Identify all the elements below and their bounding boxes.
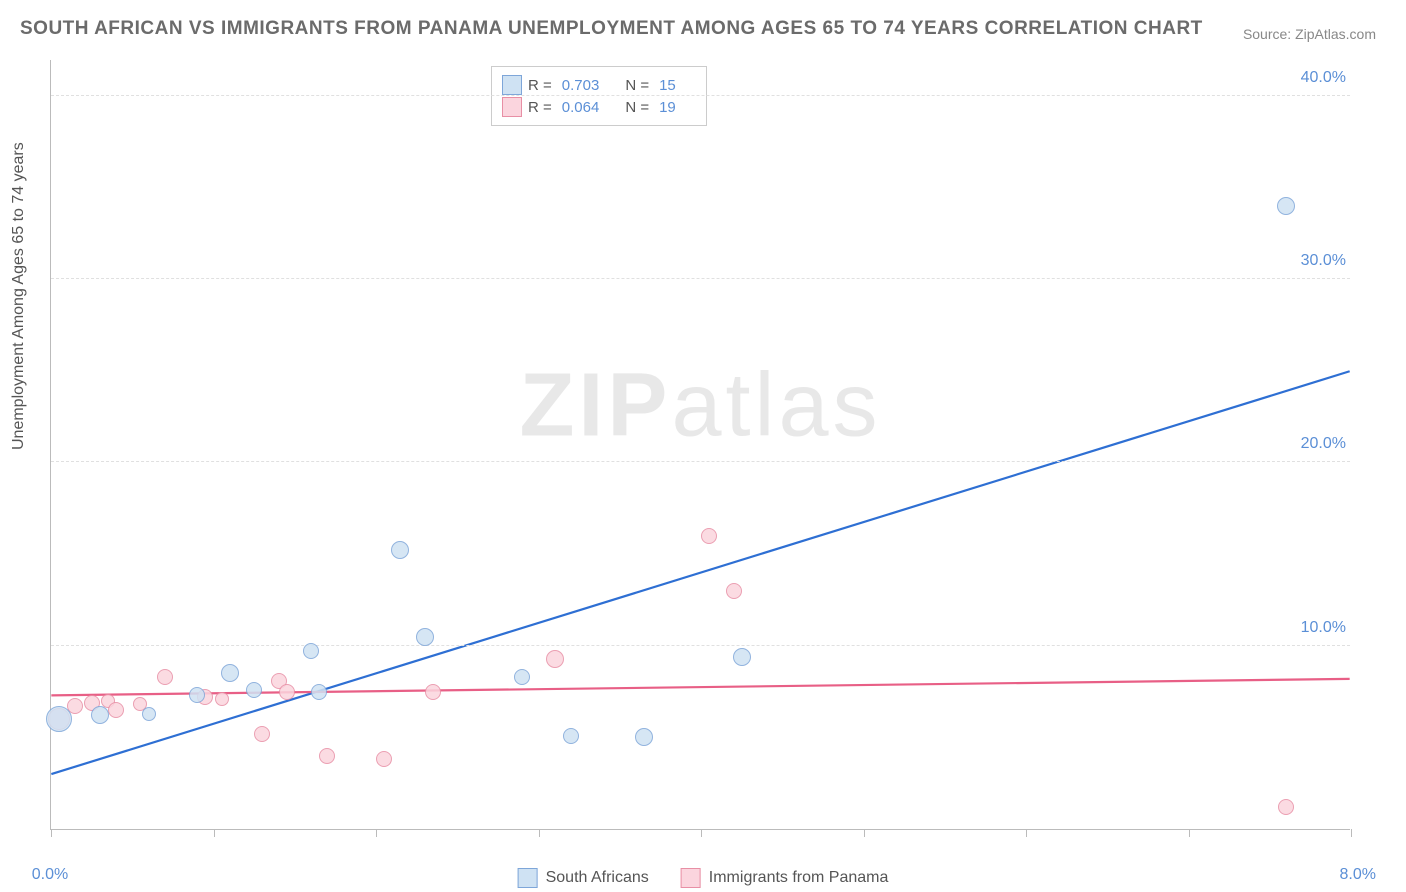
data-point-south_africans	[91, 706, 109, 724]
data-point-south_africans	[142, 707, 156, 721]
data-point-immigrants_panama	[215, 692, 229, 706]
x-tick	[1026, 829, 1027, 837]
legend-label-1: Immigrants from Panama	[709, 869, 889, 887]
data-point-immigrants_panama	[425, 684, 441, 700]
data-point-immigrants_panama	[319, 748, 335, 764]
watermark-rest: atlas	[671, 356, 881, 456]
watermark-bold: ZIP	[519, 356, 671, 456]
data-point-immigrants_panama	[157, 669, 173, 685]
x-tick	[539, 829, 540, 837]
data-point-south_africans	[563, 728, 579, 744]
legend-entry-south-africans: South Africans	[518, 868, 649, 888]
data-point-south_africans	[46, 706, 72, 732]
swatch-south-africans	[502, 75, 522, 95]
gridline	[51, 278, 1350, 279]
legend-entry-panama: Immigrants from Panama	[681, 868, 889, 888]
regression-line-south_africans	[51, 371, 1349, 774]
gridline	[51, 645, 1350, 646]
r-value-0: 0.703	[562, 77, 600, 94]
x-tick	[701, 829, 702, 837]
source-label: Source: ZipAtlas.com	[1243, 26, 1376, 42]
data-point-south_africans	[221, 664, 239, 682]
y-tick-label: 30.0%	[1301, 252, 1346, 270]
swatch-panama	[681, 868, 701, 888]
legend-stats: R = 0.703 N = 15 R = 0.064 N = 19	[491, 66, 707, 126]
swatch-panama	[502, 97, 522, 117]
data-point-south_africans	[311, 684, 327, 700]
n-label: N =	[625, 77, 649, 94]
n-value-0: 15	[659, 77, 676, 94]
data-point-south_africans	[733, 648, 751, 666]
y-axis-label: Unemployment Among Ages 65 to 74 years	[10, 142, 28, 450]
data-point-immigrants_panama	[726, 583, 742, 599]
watermark: ZIPatlas	[519, 355, 881, 458]
chart-title: SOUTH AFRICAN VS IMMIGRANTS FROM PANAMA …	[20, 18, 1203, 40]
swatch-south-africans	[518, 868, 538, 888]
data-point-immigrants_panama	[1278, 799, 1294, 815]
x-tick-label-right: 8.0%	[1340, 866, 1376, 884]
plot-area: ZIPatlas R = 0.703 N = 15 R = 0.064 N = …	[50, 60, 1350, 830]
legend-label-0: South Africans	[546, 869, 649, 887]
r-label: R =	[528, 77, 552, 94]
gridline	[51, 95, 1350, 96]
data-point-south_africans	[246, 682, 262, 698]
data-point-immigrants_panama	[279, 684, 295, 700]
data-point-south_africans	[189, 687, 205, 703]
x-tick	[214, 829, 215, 837]
x-tick-label-left: 0.0%	[32, 866, 68, 884]
data-point-immigrants_panama	[701, 528, 717, 544]
r-value-1: 0.064	[562, 99, 600, 116]
y-tick-label: 20.0%	[1301, 435, 1346, 453]
data-point-immigrants_panama	[254, 726, 270, 742]
bottom-legend: South Africans Immigrants from Panama	[518, 868, 889, 888]
gridline	[51, 461, 1350, 462]
n-label: N =	[625, 99, 649, 116]
data-point-south_africans	[514, 669, 530, 685]
data-point-south_africans	[391, 541, 409, 559]
data-point-immigrants_panama	[376, 751, 392, 767]
x-tick	[376, 829, 377, 837]
x-tick	[1189, 829, 1190, 837]
data-point-immigrants_panama	[546, 650, 564, 668]
r-label: R =	[528, 99, 552, 116]
data-point-south_africans	[1277, 197, 1295, 215]
data-point-south_africans	[416, 628, 434, 646]
y-tick-label: 40.0%	[1301, 69, 1346, 87]
regression-lines	[51, 60, 1350, 829]
legend-stats-row-0: R = 0.703 N = 15	[502, 75, 696, 95]
x-tick	[864, 829, 865, 837]
x-tick	[51, 829, 52, 837]
legend-stats-row-1: R = 0.064 N = 19	[502, 97, 696, 117]
data-point-immigrants_panama	[108, 702, 124, 718]
data-point-south_africans	[303, 643, 319, 659]
data-point-south_africans	[635, 728, 653, 746]
y-tick-label: 10.0%	[1301, 619, 1346, 637]
n-value-1: 19	[659, 99, 676, 116]
x-tick	[1351, 829, 1352, 837]
